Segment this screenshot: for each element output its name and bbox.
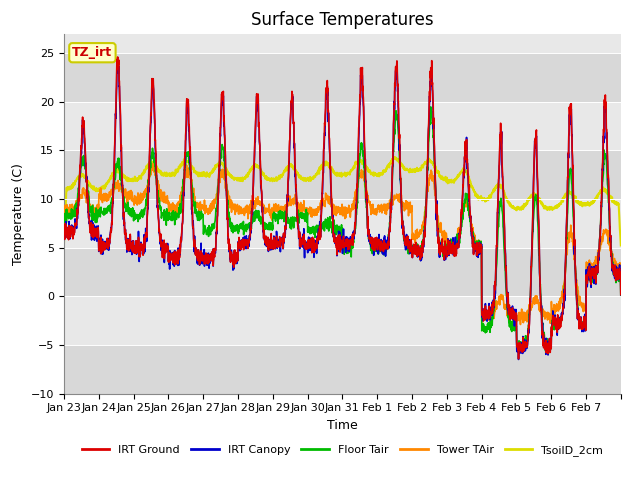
Bar	[64, 296, 621, 345]
Title: Surface Temperatures: Surface Temperatures	[251, 11, 434, 29]
Bar	[64, 150, 621, 199]
Y-axis label: Temperature (C): Temperature (C)	[12, 163, 26, 264]
Bar	[64, 248, 621, 296]
Text: TZ_irt: TZ_irt	[72, 46, 113, 59]
Legend: IRT Ground, IRT Canopy, Floor Tair, Tower TAir, TsoilD_2cm: IRT Ground, IRT Canopy, Floor Tair, Towe…	[77, 440, 607, 460]
X-axis label: Time: Time	[327, 419, 358, 432]
Bar	[64, 199, 621, 248]
Bar	[64, 345, 621, 394]
Bar	[64, 102, 621, 150]
Bar	[64, 53, 621, 102]
